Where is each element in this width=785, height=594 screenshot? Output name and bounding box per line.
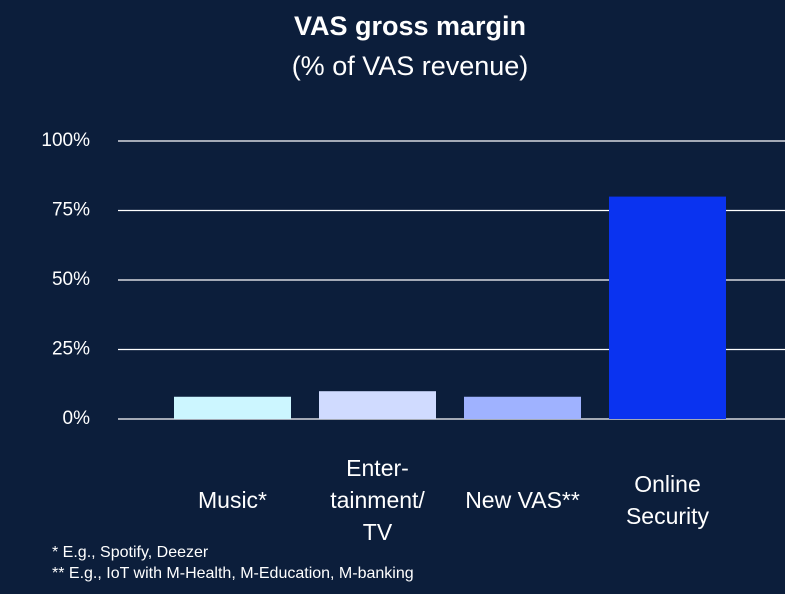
y-tick-label: 100%: [41, 130, 90, 151]
y-tick-label: 50%: [52, 269, 90, 290]
bar: [609, 196, 726, 419]
y-tick-label: 75%: [52, 200, 90, 221]
bar: [319, 391, 436, 419]
bar: [464, 396, 581, 419]
x-tick-label: Online Security: [625, 471, 710, 529]
bar: [174, 396, 291, 419]
y-tick-label: 0%: [63, 408, 91, 429]
x-tick-label: Enter- tainment/ TV: [330, 455, 425, 545]
chart-title: VAS gross margin: [294, 11, 526, 41]
x-tick-label: Music*: [197, 487, 268, 513]
footnote: ** E.g., IoT with M-Health, M-Education,…: [52, 565, 414, 582]
chart-subtitle: (% of VAS revenue): [292, 51, 529, 81]
x-tick-label: New VAS**: [465, 487, 580, 513]
footnote: * E.g., Spotify, Deezer: [52, 544, 209, 561]
y-tick-label: 25%: [52, 339, 90, 360]
